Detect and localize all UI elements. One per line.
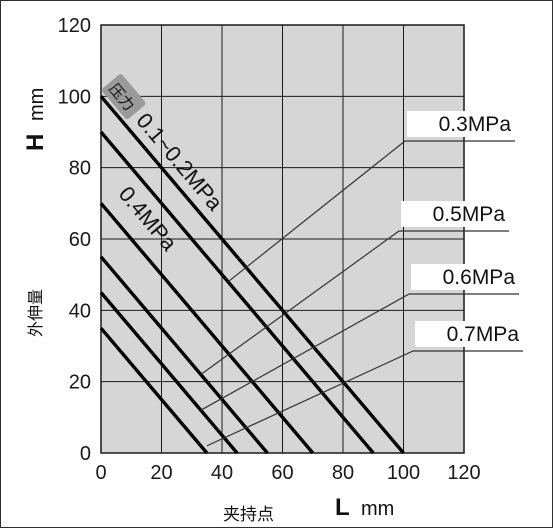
callout-label-0-5mpa: 0.5MPa (433, 203, 506, 226)
y-tick-label-0: 0 (80, 443, 91, 465)
callout-leader-0-3mpa (227, 140, 515, 283)
x-tick-label-40: 40 (211, 462, 233, 484)
x-tick-label-80: 80 (332, 462, 354, 484)
y-axis-unit: mm (26, 88, 48, 121)
pressure-tag-background (102, 74, 146, 120)
series-line-0-4mpa (99, 202, 315, 455)
series-line-0-7mpa (99, 327, 209, 455)
callout-label-bg-0-7mpa (415, 321, 521, 347)
callout-leader-0-5mpa (200, 230, 509, 376)
callout-label-0-3mpa: 0.3MPa (439, 113, 512, 136)
series-line-0-1-0-2mpa (99, 95, 405, 455)
callout-label-bg-0-3mpa (407, 111, 513, 137)
y-tick-label-20: 20 (69, 372, 91, 394)
callout-label-bg-0-6mpa (411, 264, 517, 290)
y-tick-label-120: 120 (58, 15, 91, 37)
callout-label-bg-0-5mpa (401, 201, 507, 227)
y-axis-symbol: H (22, 134, 49, 151)
x-tick-label-60: 60 (271, 462, 293, 484)
x-tick-label-0: 0 (95, 462, 106, 484)
series-line-0-5mpa (99, 255, 269, 455)
tick-labels: 0 20 40 60 80 100 120 0 20 40 60 80 100 120 (58, 15, 481, 484)
y-tick-label-60: 60 (69, 229, 91, 251)
callout-label-0-6mpa: 0.6MPa (443, 266, 516, 289)
callouts: 0.3MPa 0.5MPa 0.6MPa 0.7MPa (200, 111, 523, 447)
series-line-0-3mpa (99, 130, 375, 455)
y-axis-label-cn: 外伸量 (26, 289, 45, 337)
series-lines (99, 95, 405, 455)
y-tick-label-80: 80 (69, 158, 91, 180)
x-tick-label-20: 20 (150, 462, 172, 484)
callout-leader-0-7mpa (206, 350, 523, 447)
callout-label-0-7mpa: 0.7MPa (447, 323, 520, 346)
x-axis-symbol: L (335, 494, 350, 521)
y-tick-label-100: 100 (58, 86, 91, 108)
x-tick-label-100: 100 (387, 462, 420, 484)
series-line-0-6mpa (99, 291, 239, 455)
callout-leader-0-6mpa (200, 293, 519, 411)
x-tick-label-120: 120 (447, 462, 480, 484)
x-axis-unit: mm (361, 498, 394, 520)
x-axis-label-cn: 夹持点 (223, 505, 274, 525)
y-tick-label-40: 40 (69, 300, 91, 322)
